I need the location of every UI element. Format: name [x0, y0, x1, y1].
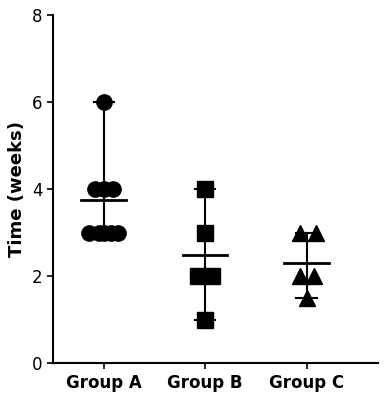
Y-axis label: Time (weeks): Time (weeks)	[8, 121, 26, 257]
